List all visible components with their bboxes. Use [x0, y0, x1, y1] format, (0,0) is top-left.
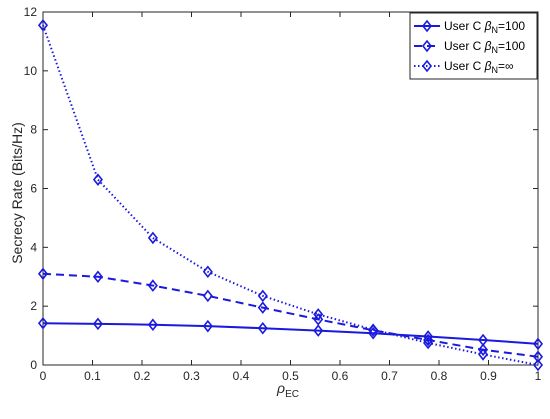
data-point [92, 173, 103, 186]
x-tick-label: 0.6 [332, 369, 349, 383]
y-tick-label: 0 [30, 358, 37, 372]
data-point [147, 279, 158, 292]
legend-label: User C βN=100 [444, 39, 525, 55]
x-axis-title-main: ρ [276, 380, 285, 396]
series-3 [37, 18, 544, 372]
series-line [42, 24, 539, 366]
data-point [147, 318, 158, 331]
y-tick-label: 10 [24, 64, 38, 78]
legend-marker [421, 19, 433, 33]
y-tick-label: 4 [30, 240, 37, 254]
data-point [147, 231, 158, 245]
y-tick-label: 6 [30, 182, 37, 196]
x-tick-label: 0.4 [233, 369, 250, 383]
data-point [313, 324, 324, 337]
data-point [37, 267, 49, 281]
y-tick-label: 12 [24, 5, 38, 19]
data-point [313, 308, 324, 321]
data-point [423, 330, 434, 343]
legend-item: User C βN=100 [414, 39, 525, 55]
x-tick-label: 0.2 [134, 369, 151, 383]
series-line [42, 322, 539, 345]
legend-label: User C βN=100 [444, 19, 525, 35]
data-point [257, 289, 268, 303]
series-layer [37, 18, 544, 372]
data-point [532, 337, 544, 351]
x-tick-label: 0.5 [282, 369, 299, 383]
data-point [202, 265, 213, 279]
legend-item: User C βN=∞ [414, 59, 514, 75]
data-point [92, 270, 103, 284]
data-point [202, 319, 213, 333]
x-axis-title-sub: EC [285, 389, 299, 400]
x-tick-label: 0.7 [381, 369, 398, 383]
data-point [478, 348, 489, 361]
x-tick-label: 0.8 [431, 369, 448, 383]
legend-item: User C βN=100 [414, 19, 525, 35]
data-point [368, 323, 379, 336]
data-point [532, 350, 544, 364]
data-point [257, 301, 268, 314]
data-point [532, 358, 544, 372]
data-point [37, 18, 49, 32]
data-point [423, 333, 434, 347]
x-tick-label: 0 [40, 369, 47, 383]
legend-marker [421, 59, 433, 73]
x-tick-label: 1 [535, 369, 542, 383]
x-axis-title: ρEC [276, 380, 299, 400]
data-point [37, 316, 49, 330]
legend-marker [421, 39, 433, 53]
y-axis-title: Secrecy Rate (Bits/Hz) [9, 122, 25, 264]
x-tick-label: 0.3 [183, 369, 200, 383]
y-tick-label: 2 [30, 299, 37, 313]
data-point [313, 313, 324, 326]
x-tick-label: 0.9 [480, 369, 497, 383]
legend-label: User C βN=∞ [444, 59, 514, 75]
x-tick-label: 0.1 [84, 369, 101, 383]
legend: User C βN=100 User C βN=100 User C βN=∞ [409, 12, 538, 80]
data-point [92, 317, 103, 331]
data-point [423, 336, 434, 350]
y-tick-label: 8 [30, 123, 37, 137]
data-point [257, 321, 268, 335]
data-point [202, 289, 213, 303]
series-line [42, 272, 539, 358]
